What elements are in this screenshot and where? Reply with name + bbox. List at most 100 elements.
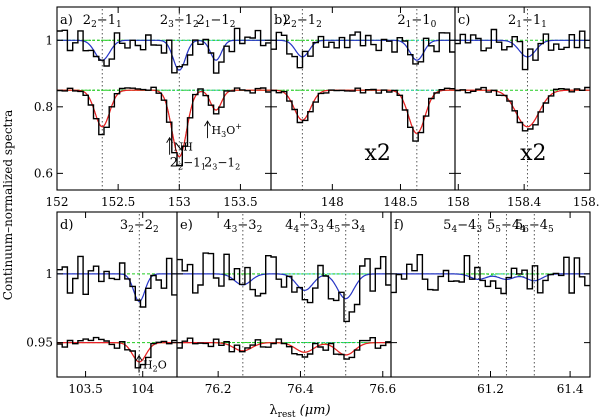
x-tick-label: 61.4	[557, 382, 584, 396]
species-transition-label: 22−11	[170, 156, 206, 172]
upper-component-line	[271, 39, 455, 61]
y-tick-label: 1	[45, 33, 53, 47]
panel-title: b)	[274, 13, 287, 28]
species-annotation: H2O	[143, 359, 167, 374]
upper-component-line	[177, 273, 391, 286]
lower-alt-fit-line	[455, 89, 590, 128]
upper-spectrum-histogram	[271, 31, 455, 69]
scale-note: x2	[365, 141, 391, 166]
panel-title: e)	[180, 218, 193, 233]
species-annotation: NH	[174, 141, 193, 154]
lower-total-fit-line	[455, 89, 590, 128]
x-tick-label: 152.5	[101, 195, 135, 209]
x-tick-label: 153	[168, 195, 191, 209]
panel-f-content	[391, 214, 590, 377]
x-tick-label: 76.2	[205, 382, 232, 396]
transition-label: 54−43	[443, 218, 482, 235]
x-tick-label: 152	[46, 195, 69, 209]
panel-title: c)	[458, 13, 470, 28]
panel-title: a)	[60, 13, 73, 28]
x-tick-label: 76.4	[287, 382, 314, 396]
upper-total-fit-line	[271, 39, 455, 61]
y-tick-label: 0.6	[34, 166, 53, 180]
x-tick-label: 104	[131, 382, 154, 396]
transition-label: 23−12	[160, 13, 199, 30]
y-axis-label: Continuum–normalized spectra	[1, 110, 15, 301]
x-axis-label: λrest (μm)	[269, 403, 330, 420]
lower-component-line	[455, 89, 590, 128]
upper-spectrum-histogram	[57, 27, 271, 74]
transition-label: 22−12	[283, 13, 322, 30]
lower-spectrum-histogram	[57, 336, 177, 369]
lower-total-fit-line	[177, 342, 391, 356]
transition-label: 21−10	[397, 13, 436, 30]
upper-total-fit-line	[177, 273, 391, 300]
transition-label: 21−11	[508, 13, 547, 30]
y-tick-label: 1	[45, 267, 53, 281]
panel-a: 152 152.5 153 153.50.60.81a) 22−11 23−1221−12…	[34, 6, 272, 209]
x-tick-label: 158.8	[573, 195, 600, 209]
lower-component-line	[177, 342, 391, 356]
lower-component-line	[271, 89, 455, 121]
x-tick-label: 103.5	[68, 382, 102, 396]
x-tick-label: 158	[447, 195, 470, 209]
panel-d: 103.5 104 0.95 1 d) 32−22 H2O	[26, 211, 178, 396]
panel-frame	[454, 6, 591, 191]
transition-label: 56−45	[515, 218, 554, 235]
axes-layer: 152 152.5 153 153.50.60.81a) 22−11 23−1221−12…	[26, 6, 600, 396]
x-tick-label: 76.6	[369, 382, 396, 396]
lower-component-line	[271, 89, 455, 134]
x-tick-label: 61.2	[477, 382, 504, 396]
transition-label: 32−22	[120, 218, 159, 235]
upper-spectrum-histogram	[455, 28, 590, 71]
panel-title: f)	[394, 218, 404, 233]
lower-total-fit-line	[57, 89, 271, 158]
lower-spectrum-histogram	[455, 86, 590, 132]
lower-alt-fit-line	[177, 342, 391, 356]
lower-total-fit-line	[57, 342, 177, 363]
lower-component-line	[177, 342, 391, 352]
panel-frame	[176, 211, 392, 378]
species-annotation: H3O+	[212, 122, 242, 139]
transition-label: 21−12	[197, 13, 236, 30]
annotation-arrowhead	[166, 136, 174, 143]
panel-a-content	[57, 9, 271, 190]
transition-label: 43−32	[223, 218, 262, 235]
panel-b-content	[271, 9, 455, 190]
x-tick-label: 153.5	[223, 195, 257, 209]
x-tick-label: 148.5	[383, 195, 417, 209]
upper-spectrum-histogram	[177, 252, 391, 323]
panel-c-content	[455, 9, 590, 190]
panel-title: d)	[60, 218, 73, 233]
panel-frame	[56, 211, 178, 378]
upper-spectrum-histogram	[57, 255, 177, 308]
upper-total-fit-line	[57, 273, 177, 303]
panel-d-content	[57, 214, 177, 377]
y-tick-label: 0.8	[34, 100, 53, 114]
lower-alt-fit-line	[271, 89, 455, 134]
lower-spectrum-histogram	[177, 337, 391, 360]
panel-b: 148 148.5 b)22−12 21−10 x2	[270, 6, 456, 209]
transition-label: 22−11	[83, 13, 122, 30]
transition-label: 44−33	[285, 218, 324, 235]
annotation-arrowhead	[135, 354, 143, 361]
x-tick-label: 148	[321, 195, 344, 209]
y-tick-label: 0.95	[26, 336, 53, 350]
panel-frame	[270, 6, 456, 191]
panel-frame	[390, 211, 591, 378]
transition-label: 55−44	[487, 218, 526, 235]
panel-e-content	[177, 214, 391, 377]
panel-c: 158 158.4 158.8 c) 21−11 x2	[447, 6, 600, 209]
x-tick-label: 158.4	[507, 195, 542, 209]
scale-note: x2	[520, 141, 546, 166]
upper-spectrum-histogram	[391, 254, 590, 295]
upper-total-fit-line	[57, 39, 271, 71]
lower-total-fit-line	[271, 89, 455, 135]
upper-component-line	[177, 273, 391, 300]
species-transition-label: 23−12	[204, 156, 240, 172]
upper-component-line	[177, 273, 391, 291]
annotation-arrowhead	[204, 120, 211, 127]
lower-spectrum-histogram	[271, 87, 455, 142]
